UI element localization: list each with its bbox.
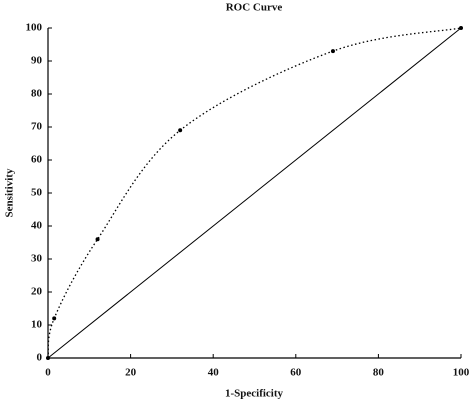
y-tick-label: 50 — [31, 187, 43, 199]
y-tick-label: 30 — [31, 253, 43, 265]
y-tick-label: 70 — [31, 121, 43, 133]
x-axis-label: 1-Specificity — [225, 388, 284, 400]
y-axis-label: Sensitivity — [4, 168, 16, 217]
data-point — [52, 316, 57, 321]
x-tick-label: 40 — [208, 367, 220, 379]
x-tick-label: 20 — [125, 367, 137, 379]
x-tick-label: 60 — [290, 367, 302, 379]
y-tick-label: 20 — [31, 286, 43, 298]
y-tick-label: 90 — [31, 55, 43, 67]
x-tick-label: 100 — [453, 367, 470, 379]
y-tick-label: 60 — [31, 154, 43, 166]
data-point — [330, 49, 335, 54]
y-tick-label: 0 — [37, 352, 43, 364]
chart-title: ROC Curve — [226, 2, 283, 14]
data-point — [95, 237, 100, 242]
data-point — [178, 128, 183, 133]
x-tick-label: 80 — [373, 367, 385, 379]
y-tick-label: 100 — [26, 22, 43, 34]
series-line — [47, 27, 462, 359]
y-tick-label: 80 — [31, 88, 43, 100]
y-tick-label: 10 — [31, 319, 43, 331]
x-tick-label: 0 — [45, 367, 51, 379]
y-tick-label: 40 — [31, 220, 43, 232]
